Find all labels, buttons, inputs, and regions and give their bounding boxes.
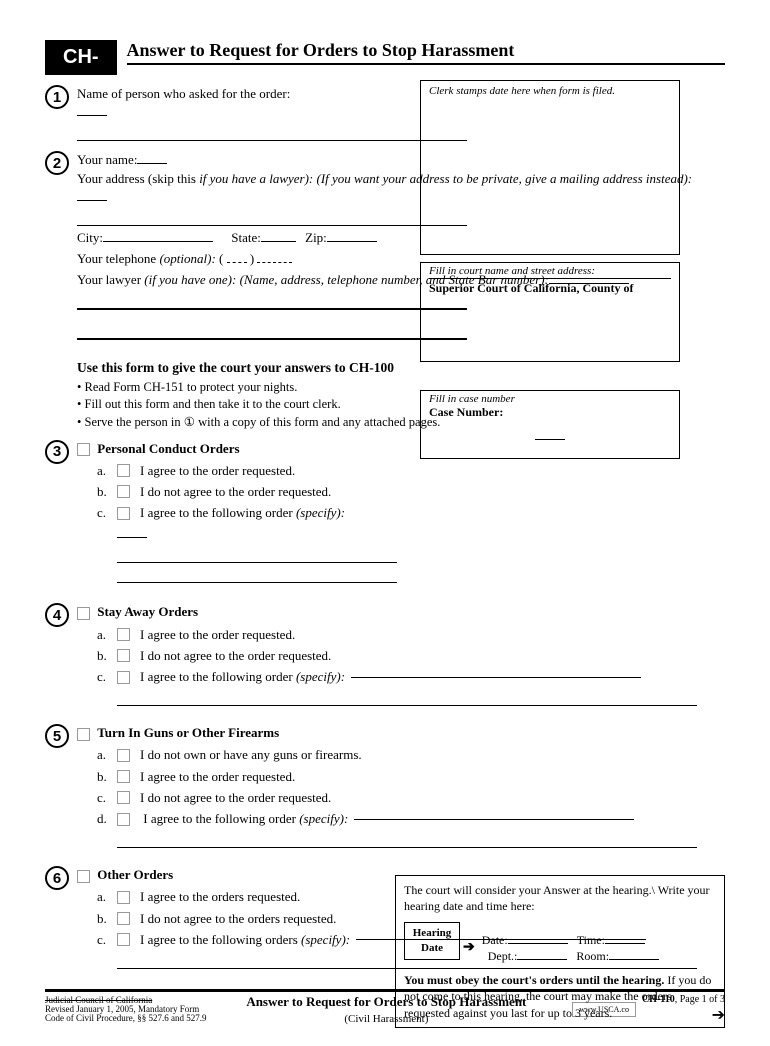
s4-title: Stay Away Orders — [97, 604, 198, 619]
s5d-check[interactable] — [117, 813, 130, 826]
s2-name: Your name: — [77, 152, 137, 167]
s6-title: Other Orders — [97, 867, 173, 882]
section-4: 4 — [45, 603, 69, 627]
section-3: 3 — [45, 440, 69, 464]
s3c-check[interactable] — [117, 507, 130, 520]
s5a-check[interactable] — [117, 749, 130, 762]
s6b-check[interactable] — [117, 912, 130, 925]
s5-checkbox[interactable] — [77, 728, 90, 741]
section-6: 6 — [45, 866, 69, 890]
s3-checkbox[interactable] — [77, 443, 90, 456]
s5b-check[interactable] — [117, 770, 130, 783]
s3-title: Personal Conduct Orders — [97, 441, 239, 456]
s4-checkbox[interactable] — [77, 607, 90, 620]
court-box: Fill in court name and street address: S… — [420, 262, 680, 362]
section-5: 5 — [45, 724, 69, 748]
s6-checkbox[interactable] — [77, 870, 90, 883]
form-title: Answer to Request for Orders to Stop Har… — [127, 40, 725, 65]
section-2: 2 — [45, 151, 69, 175]
section-1: 1 — [45, 85, 69, 109]
form-code: CH- — [45, 40, 117, 75]
s6a-check[interactable] — [117, 891, 130, 904]
s5c-check[interactable] — [117, 791, 130, 804]
s6c-check[interactable] — [117, 933, 130, 946]
s3b-check[interactable] — [117, 485, 130, 498]
s3a-check[interactable] — [117, 464, 130, 477]
clerk-stamp-box: Clerk stamps date here when form is file… — [420, 80, 680, 255]
hearing-box: The court will consider your Answer at t… — [395, 875, 725, 1028]
s4a-check[interactable] — [117, 628, 130, 641]
s1-label: Name of person who asked for the order: — [77, 86, 290, 101]
s4b-check[interactable] — [117, 649, 130, 662]
s5-title: Turn In Guns or Other Firearms — [97, 725, 279, 740]
s4c-check[interactable] — [117, 671, 130, 684]
